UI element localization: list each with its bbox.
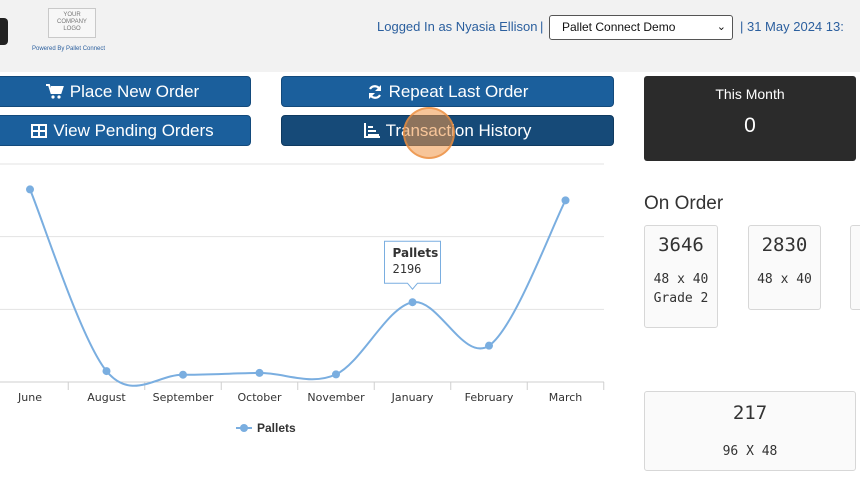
logo-line-3: LOGO bbox=[63, 26, 81, 32]
on-order-count: 3646 bbox=[658, 234, 704, 256]
on-order-size: 48 x 40 bbox=[653, 272, 709, 287]
on-order-card[interactable]: 3646 48 x 40 Grade 2 bbox=[644, 225, 718, 328]
logo-line-2: COMPANY bbox=[57, 19, 87, 25]
place-new-order-label: Place New Order bbox=[69, 81, 200, 101]
x-tick-label: November bbox=[307, 391, 365, 404]
company-logo: YOUR COMPANY LOGO bbox=[48, 8, 96, 38]
series-line bbox=[29, 189, 567, 387]
x-tick-label: June bbox=[17, 391, 42, 404]
x-tick-label: January bbox=[391, 391, 434, 404]
cart-icon bbox=[45, 84, 64, 99]
x-tick-label: March bbox=[549, 391, 583, 404]
account-select-value: Pallet Connect Demo bbox=[562, 20, 676, 34]
powered-by-text: Powered By Pallet Connect bbox=[32, 46, 106, 52]
data-point bbox=[485, 341, 493, 350]
this-month-panel: This Month 0 bbox=[644, 76, 856, 161]
view-pending-orders-label: View Pending Orders bbox=[53, 120, 214, 140]
refresh-icon bbox=[367, 84, 383, 100]
table-icon bbox=[31, 123, 48, 138]
this-month-value: 0 bbox=[744, 114, 756, 137]
pallets-line-chart: June August September October November Januar… bbox=[0, 163, 605, 404]
x-tick-label: August bbox=[87, 391, 126, 404]
data-point bbox=[561, 196, 570, 205]
chevron-down-icon: ⌄ bbox=[716, 21, 726, 33]
x-tick-label: October bbox=[237, 391, 281, 404]
on-order-title: On Order bbox=[644, 193, 724, 214]
repeat-last-order-label: Repeat Last Order bbox=[388, 81, 529, 101]
on-order-card-partial[interactable] bbox=[850, 225, 860, 310]
logged-in-text: Logged In as Nyasia Ellison bbox=[377, 19, 538, 34]
chart-legend[interactable]: Pallets bbox=[236, 421, 296, 435]
this-month-title: This Month bbox=[715, 86, 785, 102]
x-tick-label: September bbox=[153, 391, 214, 404]
click-indicator bbox=[403, 107, 455, 159]
on-order-size: 48 x 40 bbox=[757, 272, 812, 287]
x-tick-label: February bbox=[465, 391, 514, 404]
tooltip-series: Pallets bbox=[393, 246, 439, 260]
stock-count: 217 bbox=[732, 402, 768, 424]
menu-toggle-tab[interactable] bbox=[0, 18, 8, 45]
repeat-last-order-button[interactable]: Repeat Last Order bbox=[281, 76, 614, 107]
data-point bbox=[26, 185, 34, 194]
on-order-card[interactable]: 2830 48 x 40 bbox=[748, 225, 821, 310]
account-select[interactable]: Pallet Connect Demo ⌄ bbox=[549, 15, 733, 40]
data-point bbox=[102, 367, 111, 376]
place-new-order-button[interactable]: Place New Order bbox=[0, 76, 251, 107]
view-pending-orders-button[interactable]: View Pending Orders bbox=[0, 115, 251, 146]
bar-chart-icon bbox=[363, 123, 380, 138]
on-order-count: 2830 bbox=[761, 234, 808, 256]
on-order-grade: Grade 2 bbox=[653, 291, 709, 306]
tooltip-box bbox=[384, 240, 441, 290]
stock-size: 96 X 48 bbox=[722, 444, 778, 459]
legend-series-label: Pallets bbox=[257, 421, 296, 435]
current-date: | 31 May 2024 13: bbox=[740, 19, 844, 34]
data-point bbox=[332, 370, 340, 379]
data-point bbox=[179, 370, 187, 379]
header-separator: | bbox=[540, 19, 544, 34]
legend-marker bbox=[236, 423, 252, 433]
chart-tooltip: Pallets 2196 bbox=[384, 240, 441, 290]
data-point bbox=[408, 298, 417, 307]
stock-card[interactable]: 217 96 X 48 bbox=[644, 391, 856, 471]
logo-line-1: YOUR bbox=[63, 12, 81, 18]
tooltip-value: 2196 bbox=[393, 262, 422, 276]
data-point bbox=[255, 368, 264, 377]
